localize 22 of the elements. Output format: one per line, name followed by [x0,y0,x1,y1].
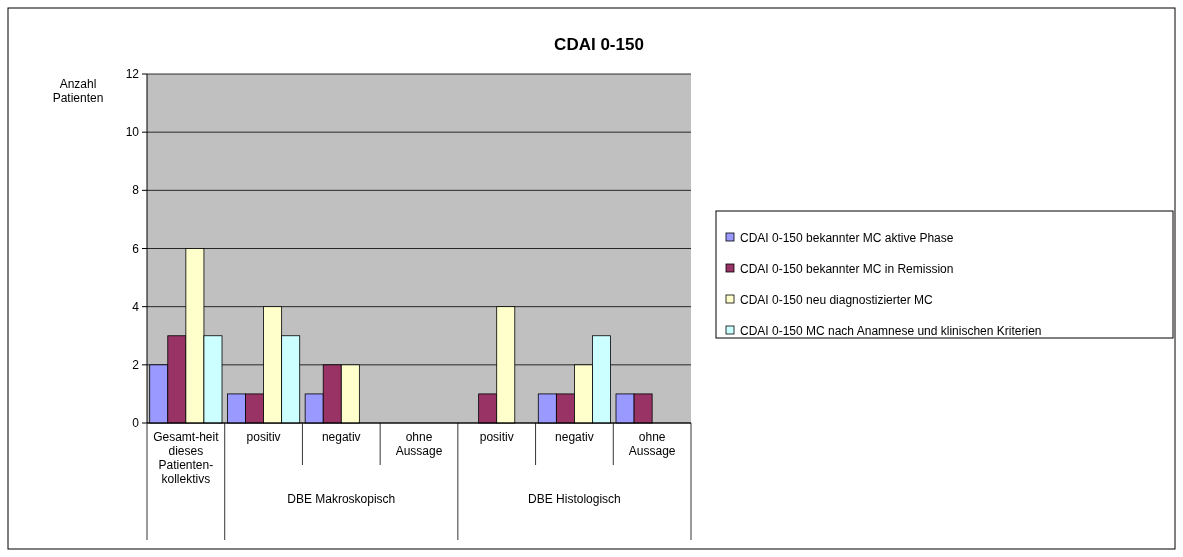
legend-label: CDAI 0-150 MC nach Anamnese und klinischen Kriterien [740,324,1042,338]
y-tick-label: 4 [132,299,140,314]
y-tick-label: 8 [132,183,140,198]
x-tick-label: ohne Aussage [628,430,676,458]
y-tick-label: 10 [125,125,140,140]
legend-label: CDAI 0-150 neu diagnostizierter MC [740,293,934,307]
x-tick-label: positiv [246,430,281,444]
text: DBE Histologisch [528,492,621,506]
x-tick-label: ohne Aussage [395,430,443,458]
y-tick-label: 0 [132,416,140,430]
x-tick-label: negativ [321,430,361,444]
legend-label: CDAI 0-150 bekannter MC aktive Phase [740,231,954,245]
chart-title: CDAI 0-150 [554,35,644,54]
y-tick-label: 6 [132,241,140,256]
x-tick-label: positiv [479,430,514,444]
text: DBE Makroskopisch [287,492,396,506]
legend-label: CDAI 0-150 bekannter MC in Remission [740,262,954,276]
y-tick-label: 2 [132,357,140,372]
y-tick-label: 12 [125,67,140,81]
x-tick-label: Gesamt-heit dieses Patienten-kollektivs [153,430,220,486]
x-tick-label: negativ [555,430,594,444]
y-axis-title: Anzahl Patienten [52,77,104,105]
